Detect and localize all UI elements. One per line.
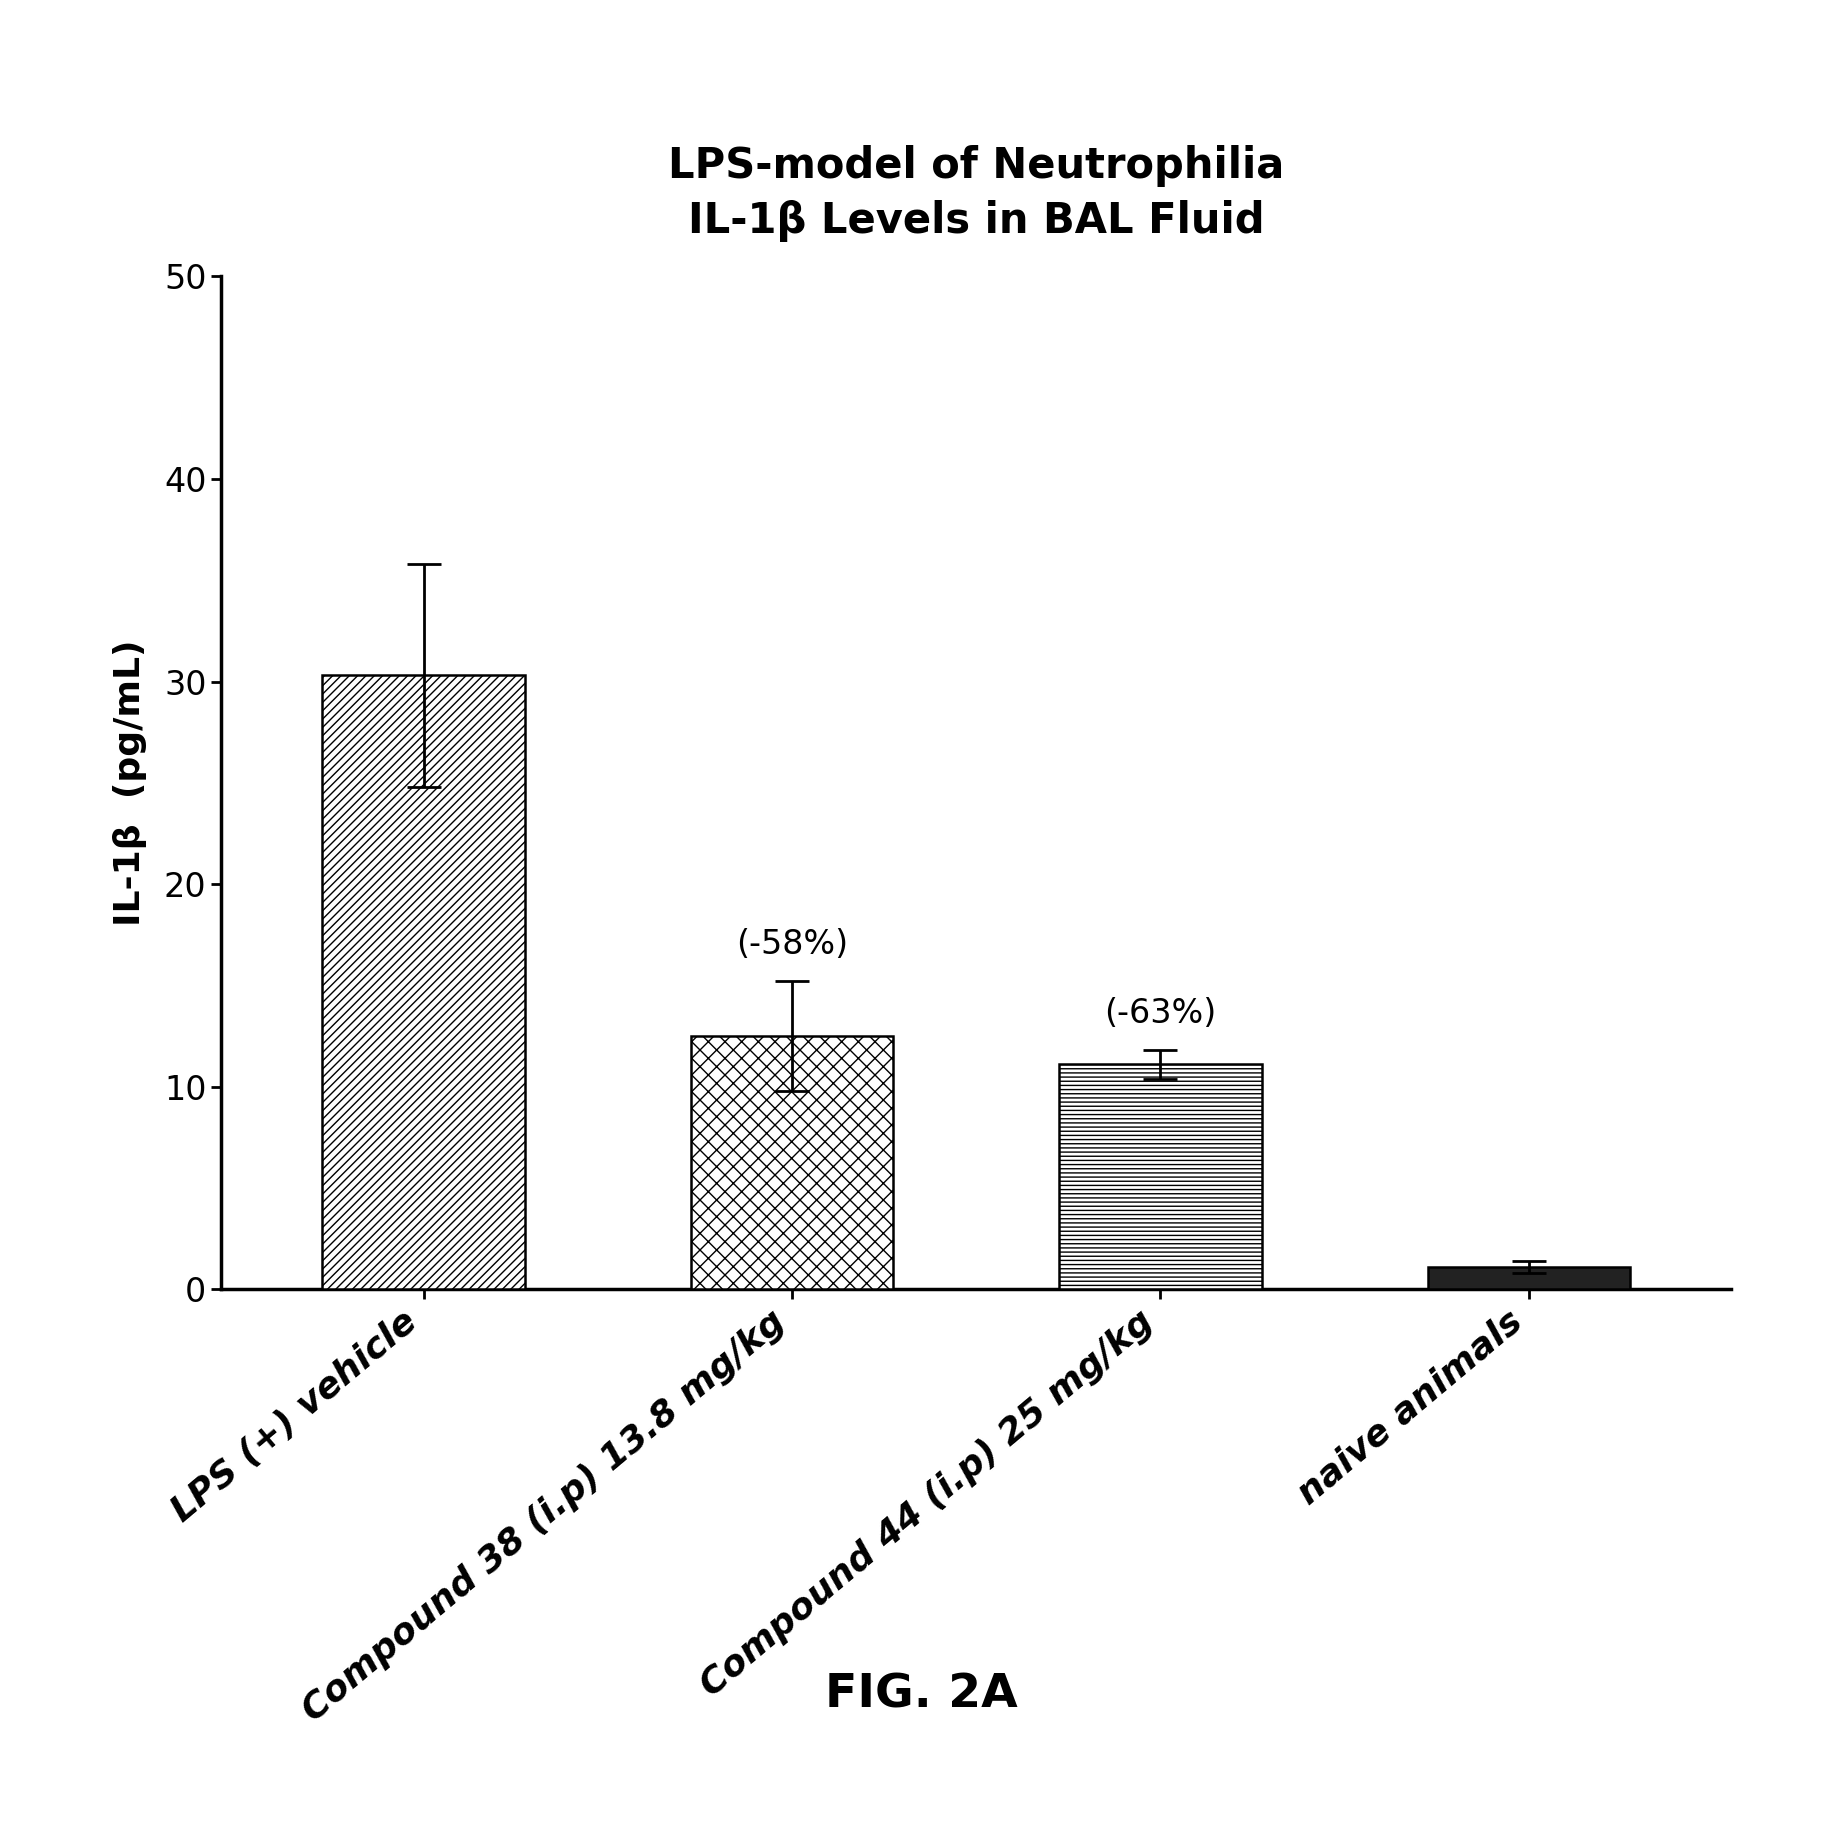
Y-axis label: IL-1β  (pg/mL): IL-1β (pg/mL) — [112, 639, 147, 927]
Bar — [1428, 1267, 1630, 1289]
Bar — [691, 1035, 893, 1289]
Text: LPS-model of Neutrophilia
IL-1β Levels in BAL Fluid: LPS-model of Neutrophilia IL-1β Levels i… — [669, 146, 1284, 241]
Bar — [1059, 1065, 1262, 1289]
Bar — [322, 676, 525, 1289]
Text: (-63%): (-63%) — [1105, 997, 1216, 1030]
Text: FIG. 2A: FIG. 2A — [825, 1673, 1017, 1717]
Text: (-58%): (-58%) — [737, 928, 847, 962]
